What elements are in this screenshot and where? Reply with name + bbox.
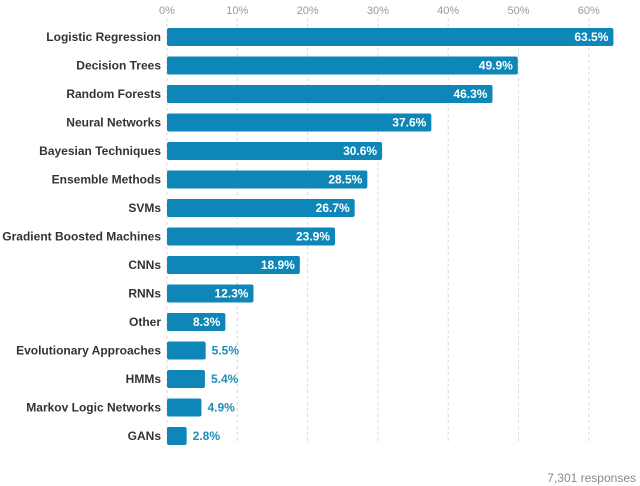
bar bbox=[167, 199, 355, 217]
bar bbox=[167, 284, 254, 303]
bar bbox=[167, 341, 206, 360]
bar-row: Other 8.3% bbox=[129, 313, 226, 331]
value-label: 12.3% bbox=[214, 287, 248, 301]
bar bbox=[167, 256, 300, 274]
bar bbox=[167, 56, 518, 75]
bar bbox=[167, 370, 205, 388]
bar-row: Decision Trees 49.9% bbox=[76, 56, 518, 75]
tick-label: 30% bbox=[367, 5, 389, 17]
bar bbox=[167, 85, 493, 103]
value-label: 23.9% bbox=[296, 230, 330, 244]
tick-label: 40% bbox=[437, 5, 459, 17]
bar-row: Bayesian Techniques 30.6% bbox=[39, 142, 383, 160]
bar-row: Evolutionary Approaches 5.5% bbox=[16, 341, 240, 360]
value-label: 8.3% bbox=[193, 315, 221, 329]
bar-row: Markov Logic Networks 4.9% bbox=[26, 398, 235, 417]
category-label: Logistic Regression bbox=[46, 30, 161, 44]
bar-row: Neural Networks 37.6% bbox=[66, 113, 432, 132]
value-label: 49.9% bbox=[479, 59, 513, 73]
value-label: 46.3% bbox=[453, 87, 487, 101]
bar-row: CNNs 18.9% bbox=[128, 256, 300, 274]
bar bbox=[167, 28, 614, 46]
category-label: HMMs bbox=[126, 372, 162, 386]
category-label: Bayesian Techniques bbox=[39, 144, 161, 158]
value-label: 18.9% bbox=[261, 258, 295, 272]
category-label: RNNs bbox=[128, 287, 161, 301]
value-label: 26.7% bbox=[316, 201, 350, 215]
bar bbox=[167, 142, 383, 160]
tick-label: 10% bbox=[226, 5, 248, 17]
bar-row: Random Forests 46.3% bbox=[66, 85, 493, 103]
bar-row: HMMs 5.4% bbox=[126, 370, 239, 388]
category-label: Other bbox=[129, 315, 161, 329]
category-label: Markov Logic Networks bbox=[26, 401, 161, 415]
bar bbox=[167, 227, 336, 246]
bar-row: GANs 2.8% bbox=[128, 427, 221, 445]
tick-label: 20% bbox=[297, 5, 319, 17]
x-axis-ticks: 0% 10% 20% 30% 40% 50% 60% bbox=[159, 5, 600, 17]
category-label: SVMs bbox=[128, 201, 161, 215]
value-label: 2.8% bbox=[193, 429, 221, 443]
tick-label: 50% bbox=[507, 5, 529, 17]
category-label: Evolutionary Approaches bbox=[16, 344, 161, 358]
bar-row: Gradient Boosted Machines 23.9% bbox=[2, 227, 336, 246]
bar bbox=[167, 170, 368, 189]
category-label: GANs bbox=[128, 429, 162, 443]
tick-label: 60% bbox=[578, 5, 600, 17]
category-label: Gradient Boosted Machines bbox=[2, 230, 161, 244]
value-label: 37.6% bbox=[392, 116, 426, 130]
bar-row: Logistic Regression 63.5% bbox=[46, 28, 614, 46]
response-count: 7,301 responses bbox=[547, 471, 636, 485]
bar-row: Ensemble Methods 28.5% bbox=[52, 170, 368, 189]
category-label: CNNs bbox=[128, 258, 161, 272]
value-label: 63.5% bbox=[574, 30, 608, 44]
bar-row: RNNs 12.3% bbox=[128, 284, 254, 303]
bars: Logistic Regression 63.5% Decision Trees 49… bbox=[2, 28, 614, 445]
tick-label: 0% bbox=[159, 5, 175, 17]
value-label: 5.5% bbox=[212, 344, 240, 358]
bar bbox=[167, 427, 187, 445]
bar bbox=[167, 313, 226, 331]
value-label: 4.9% bbox=[207, 401, 235, 415]
value-label: 30.6% bbox=[343, 144, 377, 158]
value-label: 5.4% bbox=[211, 372, 239, 386]
bar bbox=[167, 398, 202, 417]
bar-row: SVMs 26.7% bbox=[128, 199, 355, 217]
category-label: Ensemble Methods bbox=[52, 173, 162, 187]
category-label: Decision Trees bbox=[76, 59, 161, 73]
category-label: Random Forests bbox=[66, 87, 161, 101]
category-label: Neural Networks bbox=[66, 116, 161, 130]
value-label: 28.5% bbox=[328, 173, 362, 187]
bar bbox=[167, 113, 432, 132]
